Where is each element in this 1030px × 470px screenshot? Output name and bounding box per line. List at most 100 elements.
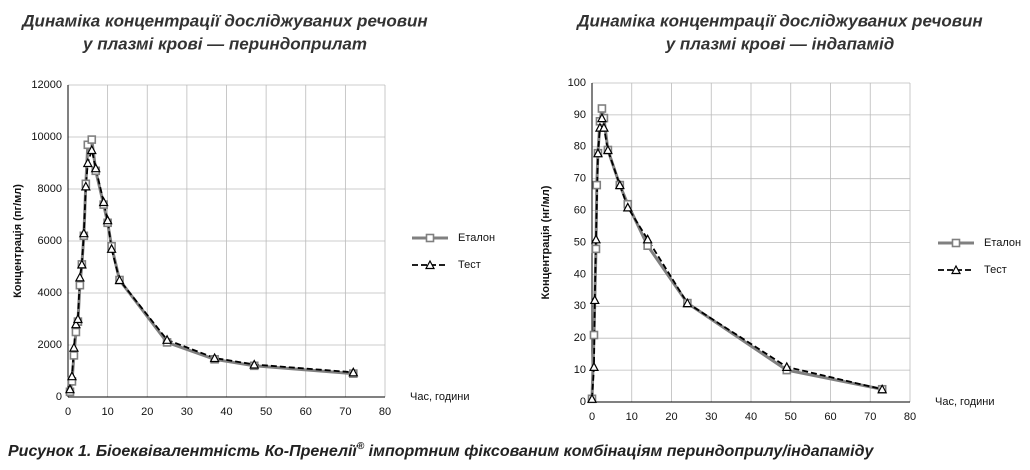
legend-label: Еталон [984,237,1021,249]
y-tick-label: 70 [574,173,586,185]
marker-triangle [348,367,359,377]
marker-square [597,104,607,113]
x-tick-label: 80 [379,406,391,418]
x-tick-label: 50 [260,406,272,418]
y-tick-label: 30 [574,300,586,312]
marker-triangle [592,147,603,158]
marker-square [69,351,79,360]
y-tick-label: 20 [574,332,586,344]
x-tick-label: 20 [665,411,677,423]
marker-triangle [78,227,89,238]
marker-triangle [82,157,93,168]
legend-label: Тест [458,259,481,271]
marker-triangle [64,383,75,394]
marker-triangle [781,361,792,372]
x-tick-label: 20 [141,406,153,418]
y-tick-label: 4000 [38,287,62,299]
marker-triangle [598,122,609,132]
marker-triangle [590,234,601,244]
marker-triangle [622,202,633,212]
marker-triangle [589,294,600,305]
marker-triangle [90,162,101,173]
marker-triangle [642,234,653,244]
x-tick-label: 70 [864,411,876,423]
chart-title: Динаміка концентрації досліджуваних речо… [575,11,982,30]
marker-triangle [682,297,693,308]
marker-triangle [102,214,113,225]
y-tick-label: 10000 [31,131,62,143]
marker-triangle [66,370,77,381]
marker-triangle [209,352,220,363]
x-tick-label: 40 [745,411,757,423]
legend-label: Тест [984,264,1007,276]
x-tick-label: 10 [102,406,114,418]
caption: Рисунок 1. Біоеквівалентність Ко-Пренелі… [8,441,874,461]
marker-triangle [602,144,613,155]
marker-triangle [951,264,961,275]
y-tick-label: 2000 [38,339,62,351]
x-tick-label: 30 [705,411,717,423]
marker-triangle [74,272,85,282]
marker-square [71,327,81,337]
marker-triangle [162,334,173,344]
y-tick-label: 100 [568,77,586,89]
marker-triangle [72,313,83,324]
x-tick-label: 30 [181,406,193,418]
marker-triangle [80,181,91,191]
marker-triangle [70,318,81,329]
x-tick-label: 10 [626,411,638,423]
y-tick-label: 12000 [31,79,62,91]
x-tick-label: 70 [339,406,351,418]
caption-sup: ® [357,441,365,452]
x-tick-label: 50 [785,411,797,423]
y-tick-label: 10 [574,364,586,376]
caption-text: Рисунок 1. Біоеквівалентність Ко-Пренелі… [8,443,359,460]
y-tick-label: 50 [574,236,586,248]
y-tick-label: 8000 [38,183,62,195]
marker-triangle [596,112,607,123]
marker-square [589,330,599,340]
y-axis-label: Концентрація (нг/мл) [540,185,552,299]
marker-triangle [68,342,79,352]
marker-square [592,180,602,190]
marker-triangle [587,393,597,403]
marker-square [75,280,85,290]
marker-triangle [614,179,625,190]
y-tick-label: 6000 [38,235,62,247]
chart-title: Динаміка концентрації досліджуваних речо… [20,11,427,30]
legend-label: Еталон [458,232,495,244]
marker-triangle [86,144,97,155]
x-tick-label: 40 [220,406,232,418]
x-tick-label: 0 [589,411,595,423]
marker-triangle [588,361,599,372]
marker-triangle [76,259,87,269]
caption-text: імпортним фіксованим комбінаціям периндо… [364,443,874,460]
x-axis-label: Час, години [410,391,470,403]
x-tick-label: 80 [904,411,916,423]
y-tick-label: 80 [574,141,586,153]
y-tick-label: 40 [574,268,586,280]
marker-triangle [98,196,109,207]
marker-triangle [877,383,888,394]
x-axis-label: Час, години [935,396,995,408]
marker-square [591,244,601,254]
x-tick-label: 60 [300,406,312,418]
marker-triangle [106,243,117,253]
x-tick-label: 0 [65,406,71,418]
x-tick-label: 60 [824,411,836,423]
marker-square [87,135,97,144]
chart-title: у плазмі крові — індапамід [665,34,895,53]
y-tick-label: 0 [580,396,586,408]
y-tick-label: 0 [56,391,62,403]
y-tick-label: 60 [574,205,586,217]
y-tick-label: 90 [574,109,586,121]
marker-triangle [114,274,125,285]
chart-title: у плазмі крові — периндоприлат [82,34,367,53]
marker-square [951,238,961,248]
marker-triangle [425,259,435,270]
y-axis-label: Концентрація (пг/мл) [12,184,24,298]
marker-triangle [249,359,260,369]
marker-square [425,233,435,243]
